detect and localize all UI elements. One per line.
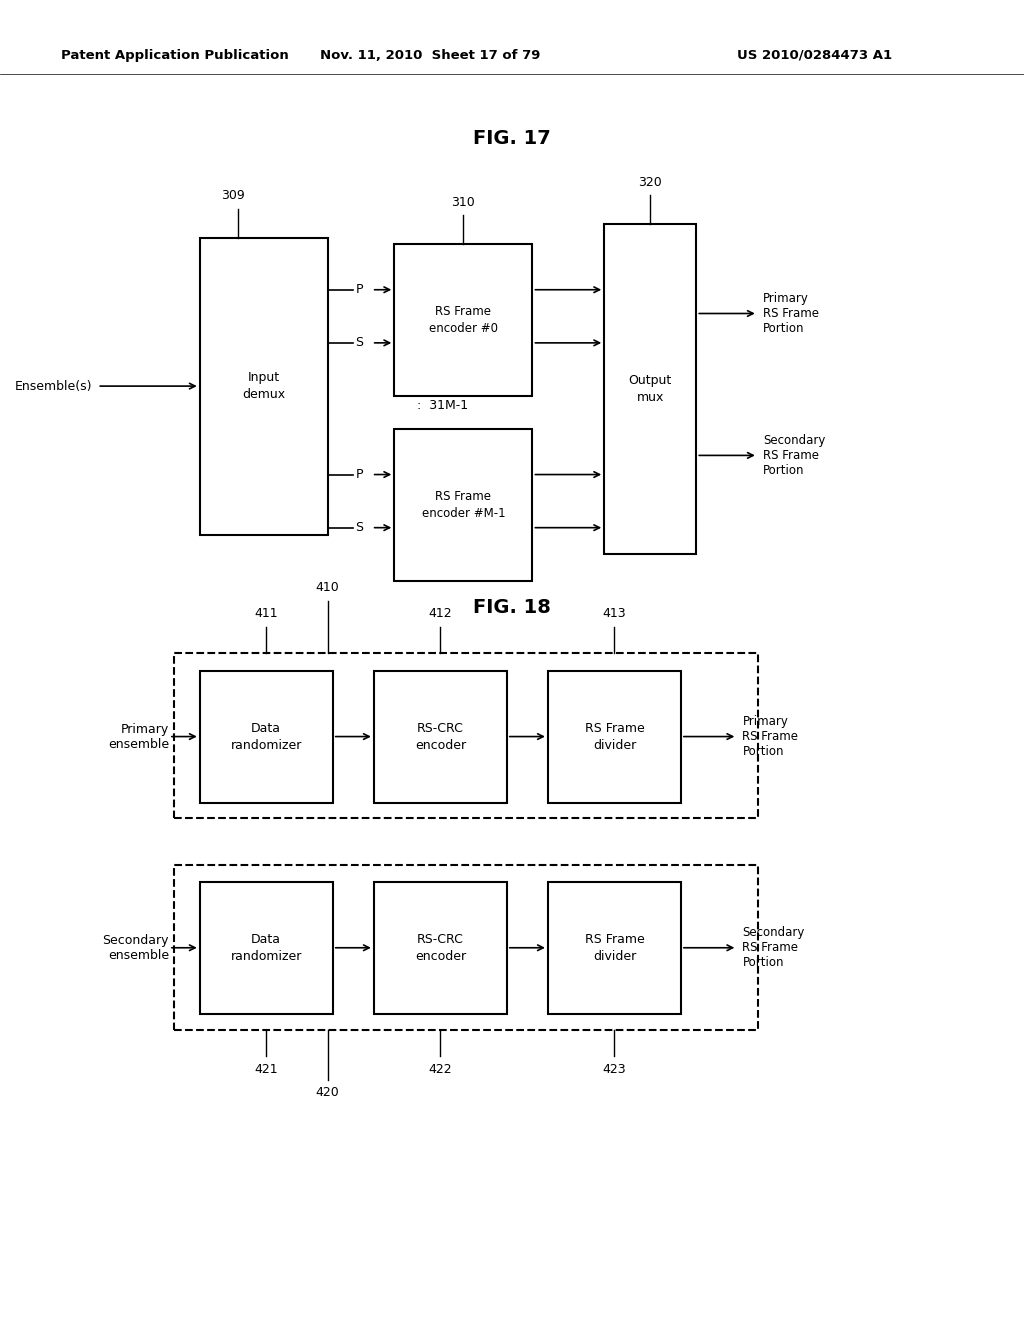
Text: US 2010/0284473 A1: US 2010/0284473 A1 (737, 49, 892, 62)
Text: RS Frame
divider: RS Frame divider (585, 722, 644, 751)
Text: RS Frame
encoder #0: RS Frame encoder #0 (429, 305, 498, 335)
Text: Secondary
RS Frame
Portion: Secondary RS Frame Portion (763, 434, 825, 477)
Text: 420: 420 (315, 1086, 340, 1100)
Text: Patent Application Publication: Patent Application Publication (61, 49, 289, 62)
Bar (374, 671, 507, 803)
Text: FIG. 17: FIG. 17 (473, 129, 551, 148)
Bar (200, 671, 333, 803)
Bar (374, 882, 507, 1014)
Bar (394, 244, 532, 396)
Text: 410: 410 (315, 581, 340, 594)
Text: Nov. 11, 2010  Sheet 17 of 79: Nov. 11, 2010 Sheet 17 of 79 (319, 49, 541, 62)
Text: P: P (355, 469, 362, 480)
Text: 310: 310 (452, 195, 475, 209)
Bar (200, 882, 333, 1014)
Bar (200, 238, 328, 535)
Bar (174, 865, 758, 1030)
Text: S: S (355, 521, 364, 535)
Text: Secondary
ensemble: Secondary ensemble (102, 933, 169, 962)
Text: S: S (355, 337, 364, 350)
Bar (174, 653, 758, 818)
Text: 421: 421 (254, 1063, 279, 1076)
Text: 413: 413 (602, 607, 627, 620)
Text: RS Frame
encoder #M-1: RS Frame encoder #M-1 (422, 490, 505, 520)
Text: P: P (355, 284, 362, 296)
Text: Input
demux: Input demux (242, 371, 286, 401)
Text: Ensemble(s): Ensemble(s) (14, 380, 92, 392)
Text: Primary
ensemble: Primary ensemble (108, 722, 169, 751)
Text: Data
randomizer: Data randomizer (230, 722, 302, 751)
Bar (394, 429, 532, 581)
Text: RS-CRC
encoder: RS-CRC encoder (415, 933, 466, 962)
Text: Primary
RS Frame
Portion: Primary RS Frame Portion (763, 292, 819, 335)
Text: 422: 422 (428, 1063, 453, 1076)
Text: Data
randomizer: Data randomizer (230, 933, 302, 962)
Text: RS Frame
divider: RS Frame divider (585, 933, 644, 962)
Text: 412: 412 (428, 607, 453, 620)
Text: Primary
RS Frame
Portion: Primary RS Frame Portion (742, 715, 799, 758)
Text: 411: 411 (254, 607, 279, 620)
Bar (548, 671, 681, 803)
Bar (604, 224, 696, 554)
Text: 320: 320 (638, 176, 663, 189)
Bar (548, 882, 681, 1014)
Text: FIG. 18: FIG. 18 (473, 598, 551, 616)
Text: 309: 309 (221, 189, 245, 202)
Text: Output
mux: Output mux (629, 375, 672, 404)
Text: RS-CRC
encoder: RS-CRC encoder (415, 722, 466, 751)
Text: Secondary
RS Frame
Portion: Secondary RS Frame Portion (742, 927, 805, 969)
Text: :  31M-1: : 31M-1 (417, 400, 468, 412)
Text: 423: 423 (602, 1063, 627, 1076)
